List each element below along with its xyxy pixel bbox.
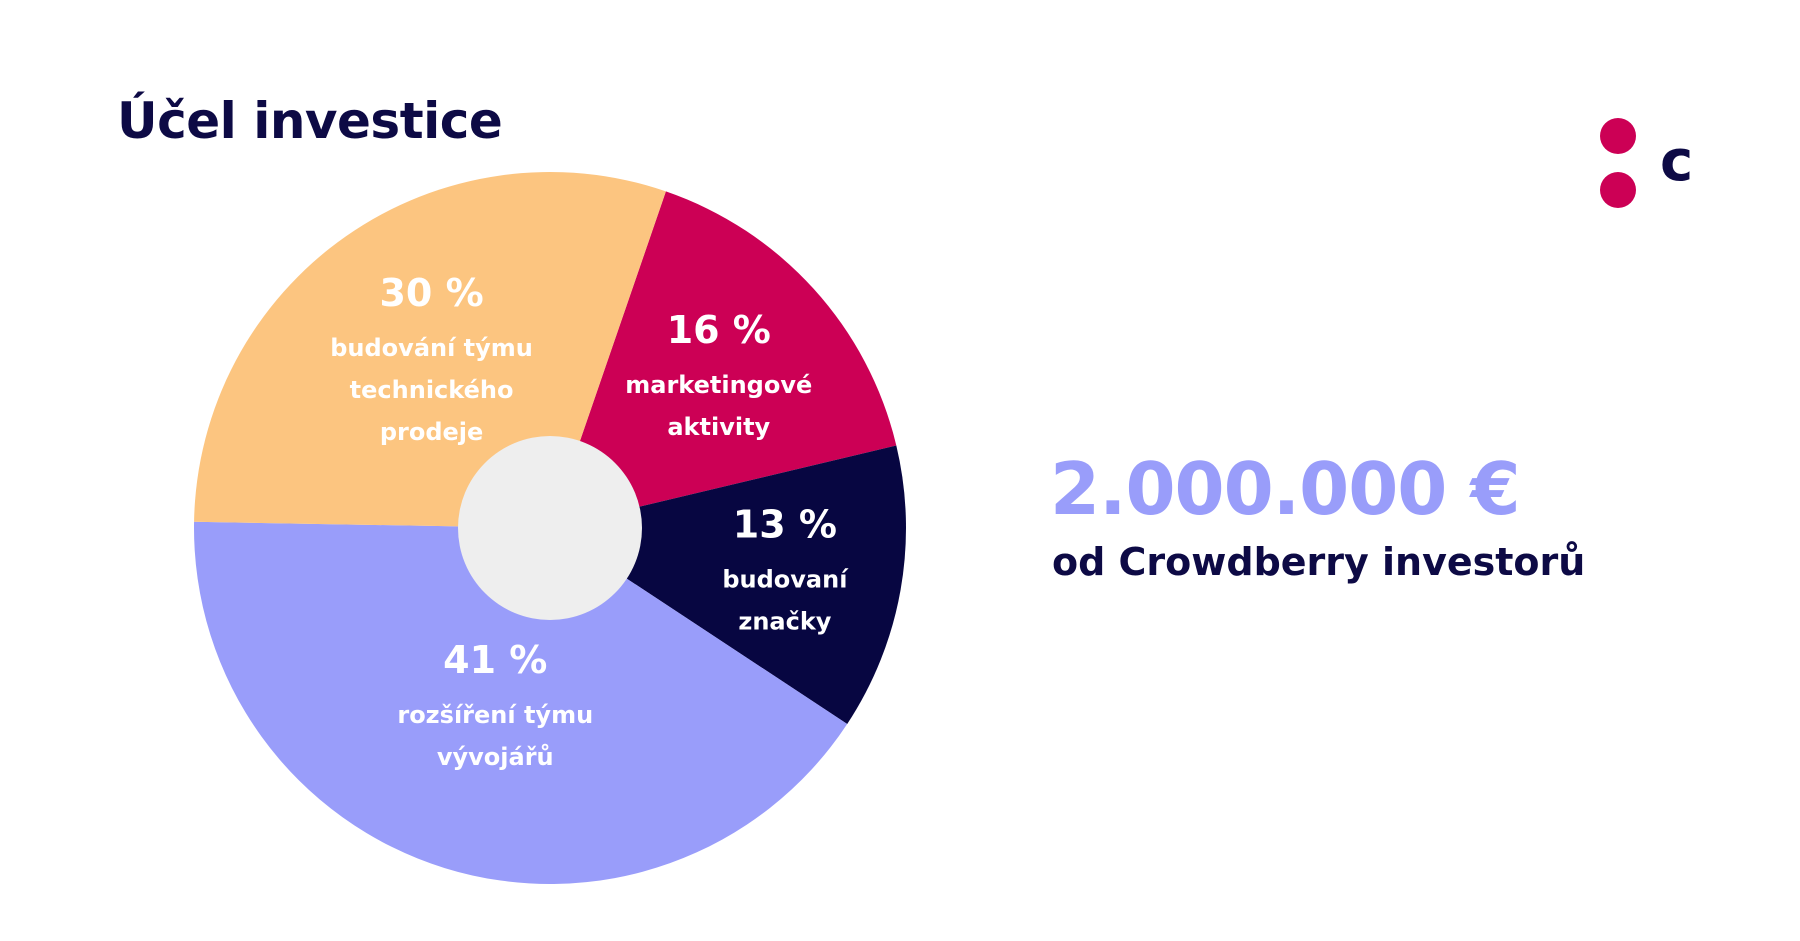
slice-percent-label: 16 % xyxy=(667,308,771,352)
slice-category-label: marketingové xyxy=(625,371,812,399)
slice-category-label: prodeje xyxy=(380,418,483,446)
slice-category-label: vývojářů xyxy=(437,743,554,771)
slice-category-label: budování týmu xyxy=(330,334,533,362)
logo-dot-top xyxy=(1600,118,1636,154)
slice-percent-label: 30 % xyxy=(379,271,483,315)
slice-category-label: aktivity xyxy=(667,413,770,441)
page-title: Účel investice xyxy=(117,92,503,150)
slice-category-label: rozšíření týmu xyxy=(397,701,593,729)
investment-amount: 2.000.000 € xyxy=(1050,447,1521,531)
slice-category-label: budovaní xyxy=(722,565,849,593)
logo-dot-bottom xyxy=(1600,172,1636,208)
pie-center-hole xyxy=(458,436,642,620)
slice-percent-label: 41 % xyxy=(443,638,547,682)
slice-percent-label: 13 % xyxy=(733,502,837,546)
pie-slice xyxy=(550,191,897,528)
slice-category-label: značky xyxy=(738,607,831,635)
pie-slice xyxy=(194,521,848,885)
investment-caption: od Crowdberry investorů xyxy=(1052,540,1586,584)
slice-category-label: technického xyxy=(350,376,514,404)
logo-letter: c xyxy=(1660,129,1693,194)
crowdberry-logo-icon: c xyxy=(1600,118,1693,208)
